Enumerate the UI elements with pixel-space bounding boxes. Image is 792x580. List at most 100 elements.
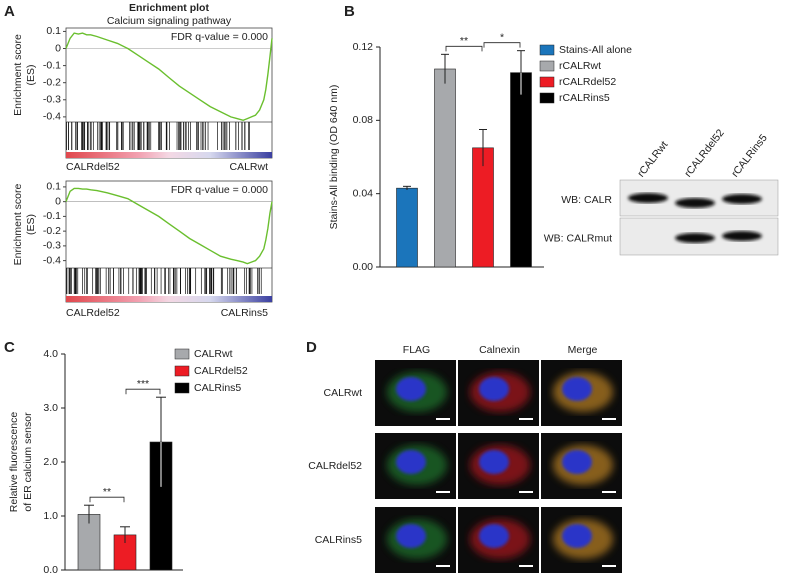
- column-label: Calnexin: [479, 344, 520, 356]
- column-label: FLAG: [403, 344, 430, 356]
- legend-label: CALRwt: [194, 348, 233, 360]
- nucleus: [562, 524, 592, 548]
- nucleus: [396, 524, 426, 548]
- panel-label: D: [306, 339, 317, 356]
- legend-swatch: [174, 365, 190, 377]
- significance-bracket: [445, 45, 483, 52]
- significance-label: **: [103, 486, 111, 498]
- legend-swatch: [539, 60, 555, 72]
- y-tick-label: 0.08: [353, 114, 374, 126]
- y-tick-label: 0: [55, 42, 61, 54]
- significance-label: *: [500, 31, 504, 43]
- lane-label: rCALRwt: [635, 139, 670, 180]
- y-axis-title-line: (ES): [25, 214, 37, 235]
- es-curve: [65, 32, 273, 122]
- annotation: FDR q-value = 0.000: [171, 184, 268, 196]
- y-tick-label: -0.3: [43, 94, 61, 106]
- y-axis-title-line: Relative fluorescence: [8, 412, 20, 513]
- end-label: CALRwt: [229, 161, 268, 173]
- legend-swatch: [539, 92, 555, 104]
- end-label: CALRdel52: [66, 307, 120, 319]
- y-axis-title-line: Stains-All binding (OD 640 nm): [328, 85, 340, 230]
- y-tick-label: -0.2: [43, 225, 61, 237]
- nucleus: [562, 450, 592, 474]
- y-tick-label: 0.00: [353, 261, 374, 273]
- legend-swatch: [174, 382, 190, 394]
- panel-label: B: [344, 3, 355, 20]
- y-tick-label: 3.0: [43, 402, 58, 414]
- rank-gradient: [66, 296, 272, 302]
- y-axis-title-line: (ES): [25, 65, 37, 86]
- plot-frame: [65, 27, 273, 159]
- nucleus: [479, 450, 509, 474]
- y-axis-title-line: of ER calcium sensor: [22, 412, 34, 512]
- significance-bracket: [89, 496, 125, 503]
- y-axis-title-line: Enrichment score: [12, 34, 24, 116]
- chart-title: Enrichment plot: [129, 2, 209, 14]
- end-label: CALRdel52: [66, 161, 120, 173]
- y-tick-label: 0.04: [353, 187, 374, 199]
- blot-label: WB: CALRmut: [544, 232, 612, 244]
- legend-swatch: [174, 348, 190, 360]
- column-label: Merge: [568, 344, 598, 356]
- row-label: CALRdel52: [308, 460, 362, 472]
- legend-label: rCALRins5: [559, 92, 610, 104]
- y-axis-title: Enrichment score(ES): [12, 34, 37, 116]
- row-label: CALRwt: [323, 387, 362, 399]
- legend-label: Stains-All alone: [559, 44, 632, 56]
- y-axis-title-line: Enrichment score: [12, 183, 24, 265]
- significance-label: ***: [137, 378, 149, 390]
- end-label: CALRins5: [221, 307, 268, 319]
- blot-band: [722, 231, 762, 241]
- nucleus: [479, 524, 509, 548]
- legend-label: CALRdel52: [194, 365, 248, 377]
- y-tick-label: -0.4: [43, 111, 61, 123]
- y-tick-label: -0.3: [43, 240, 61, 252]
- y-tick-label: 1.0: [43, 510, 58, 522]
- y-axis-title: Enrichment score(ES): [12, 183, 37, 265]
- y-tick-label: 0.1: [46, 25, 61, 37]
- nucleus: [396, 450, 426, 474]
- panel-label: C: [4, 339, 15, 356]
- significance-bracket: [125, 388, 161, 395]
- legend-swatch: [539, 44, 555, 56]
- y-tick-label: 2.0: [43, 456, 58, 468]
- lane-label: rCALRdel52: [682, 127, 727, 180]
- legend-label: rCALRdel52: [559, 76, 616, 88]
- significance-bracket: [483, 42, 521, 48]
- lane-label: rCALRins5: [729, 132, 770, 180]
- y-tick-label: -0.1: [43, 210, 61, 222]
- bar: [510, 72, 532, 268]
- bar: [434, 68, 456, 268]
- nucleus: [396, 377, 426, 401]
- blot-label: WB: CALR: [561, 194, 612, 206]
- blot-band: [675, 233, 715, 243]
- y-tick-label: 0: [55, 195, 61, 207]
- y-tick-label: 0.12: [353, 41, 374, 53]
- blot-band: [628, 193, 668, 203]
- blot-band: [675, 198, 715, 208]
- y-axis-title: Relative fluorescence of ER calcium senso…: [8, 412, 34, 513]
- blot-band: [722, 194, 762, 204]
- y-tick-label: -0.4: [43, 254, 61, 266]
- nucleus: [479, 377, 509, 401]
- annotation: FDR q-value = 0.000: [171, 31, 268, 43]
- y-axis-title: Stains-All binding (OD 640 nm): [328, 85, 340, 230]
- legend-label: CALRins5: [194, 382, 241, 394]
- significance-label: **: [460, 35, 468, 47]
- legend-label: rCALRwt: [559, 60, 601, 72]
- bar: [396, 187, 418, 268]
- rank-gradient: [66, 152, 272, 158]
- chart-subtitle: Calcium signaling pathway: [107, 15, 232, 27]
- row-label: CALRins5: [315, 534, 362, 546]
- y-tick-label: -0.2: [43, 76, 61, 88]
- nucleus: [562, 377, 592, 401]
- y-tick-label: 4.0: [43, 348, 58, 360]
- y-tick-label: 0.1: [46, 181, 61, 193]
- panel-label: A: [4, 3, 15, 20]
- legend-swatch: [539, 76, 555, 88]
- y-tick-label: 0.0: [43, 564, 58, 576]
- y-tick-label: -0.1: [43, 59, 61, 71]
- es-curve: [65, 187, 273, 265]
